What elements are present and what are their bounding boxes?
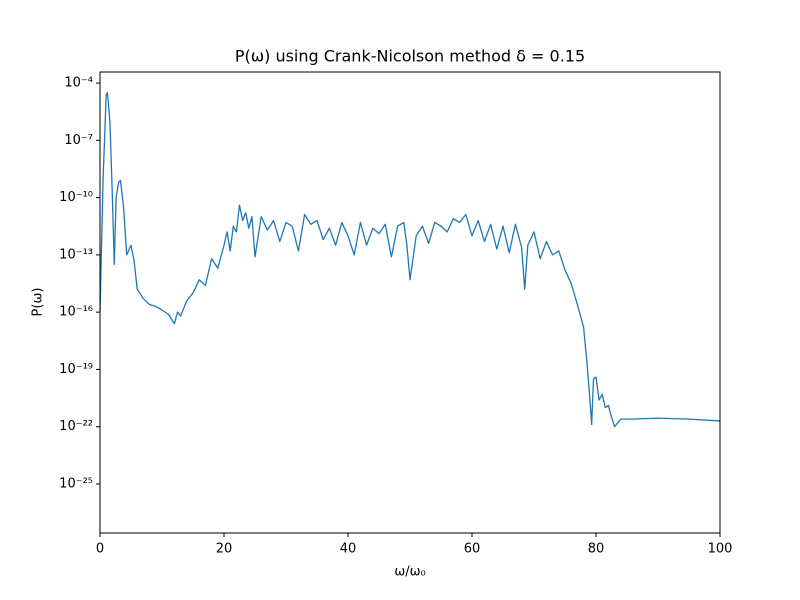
x-tick-label: 40 [340,542,357,557]
y-tick-label: 10⁻²⁵ [59,476,93,491]
y-tick-label: 10⁻¹⁶ [59,305,93,320]
y-tick-label: 10⁻⁴ [64,76,93,91]
y-tick-label: 10⁻¹³ [59,247,93,262]
chart-title: P(ω) using Crank-Nicolson method δ = 0.1… [235,47,585,66]
x-tick-label: 100 [708,542,733,557]
x-tick-label: 0 [96,542,104,557]
x-tick-label: 60 [464,542,481,557]
y-tick-label: 10⁻¹⁹ [59,362,93,377]
x-tick-label: 80 [588,542,605,557]
y-tick-label: 10⁻⁷ [64,133,93,148]
y-axis-label: P(ω) [31,288,46,317]
y-tick-label: 10⁻¹⁰ [59,190,93,205]
y-tick-label: 10⁻²² [59,419,93,434]
x-axis-label: ω/ω₀ [394,565,425,580]
x-tick-label: 20 [216,542,233,557]
data-line [99,91,721,428]
plot-frame [99,71,721,534]
